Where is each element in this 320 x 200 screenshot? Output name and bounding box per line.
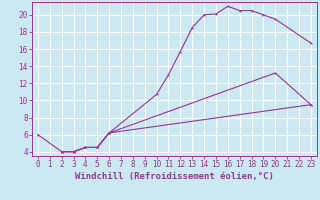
X-axis label: Windchill (Refroidissement éolien,°C): Windchill (Refroidissement éolien,°C) [75, 172, 274, 181]
